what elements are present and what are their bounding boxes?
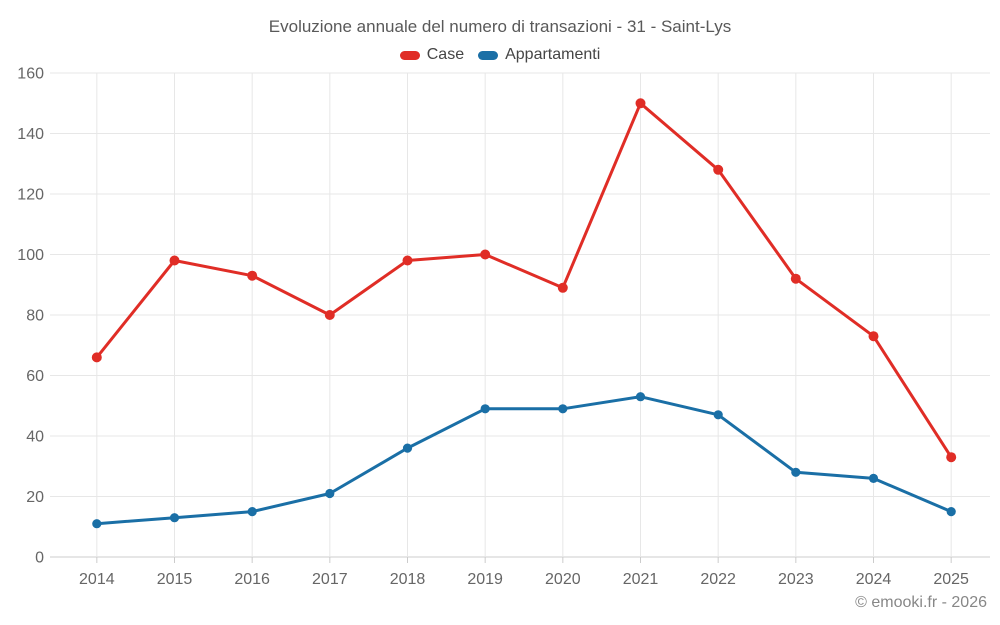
case-point	[635, 98, 646, 109]
y-tick-label: 40	[26, 429, 44, 446]
case-point	[790, 273, 801, 284]
x-tick-label: 2017	[312, 571, 348, 588]
appartamenti-point	[635, 392, 646, 402]
case-line	[95, 101, 953, 459]
x-tick-label: 2024	[856, 571, 892, 588]
case-point	[713, 164, 724, 175]
appartamenti-point	[92, 519, 102, 529]
copyright-credit: © emooki.fr - 2026	[855, 594, 987, 611]
legend-item-case[interactable]: Case	[399, 46, 465, 64]
case-point	[402, 255, 413, 266]
case-legend-label: Case	[426, 46, 465, 63]
appartamenti-point	[169, 513, 180, 523]
case-point	[247, 270, 258, 281]
case-point	[324, 310, 335, 320]
appartamenti-point	[868, 473, 879, 483]
y-tick-label: 160	[17, 66, 44, 83]
chart-title: Evoluzione annuale del numero di transaz…	[268, 17, 732, 36]
appartamenti-point	[558, 404, 568, 414]
y-tick-label: 100	[17, 247, 44, 264]
appartamenti-point	[247, 507, 257, 517]
legend-item-appartamenti[interactable]: Appartamenti	[478, 46, 600, 64]
x-tick-label: 2015	[157, 571, 193, 588]
y-tick-label: 60	[26, 368, 44, 385]
appartamenti-point	[402, 443, 413, 453]
x-tick-label: 2023	[778, 571, 814, 588]
y-tick-label: 120	[17, 187, 44, 204]
case-point	[557, 282, 568, 293]
x-tick-label: 2025	[933, 571, 969, 588]
x-tick-label: 2021	[623, 571, 659, 588]
y-tick-label: 140	[17, 126, 44, 143]
x-tick-label: 2020	[545, 571, 581, 588]
x-tick-label: 2022	[700, 571, 736, 588]
x-tick-label: 2016	[234, 571, 270, 588]
appartamenti-legend-label: Appartamenti	[505, 46, 601, 63]
case-point	[91, 352, 102, 363]
y-tick-label: 20	[26, 489, 44, 506]
case-point	[868, 331, 879, 342]
appartamenti-point	[325, 488, 335, 499]
x-tick-label: 2018	[390, 571, 426, 588]
case-legend-swatch	[399, 50, 420, 60]
appartamenti-point	[946, 507, 956, 517]
appartamenti-point	[791, 467, 801, 477]
appartamenti-legend-swatch	[478, 50, 499, 60]
appartamenti-point	[480, 404, 490, 414]
y-tick-label: 80	[26, 308, 44, 325]
case-point	[480, 249, 491, 260]
case-point	[946, 452, 957, 463]
x-tick-label: 2014	[79, 571, 115, 588]
appartamenti-line	[95, 395, 953, 526]
legend: Case Appartamenti	[0, 46, 1000, 64]
y-tick-label: 0	[35, 550, 44, 567]
appartamenti-point	[713, 410, 723, 420]
x-tick-label: 2019	[467, 571, 503, 588]
case-point	[169, 255, 180, 266]
